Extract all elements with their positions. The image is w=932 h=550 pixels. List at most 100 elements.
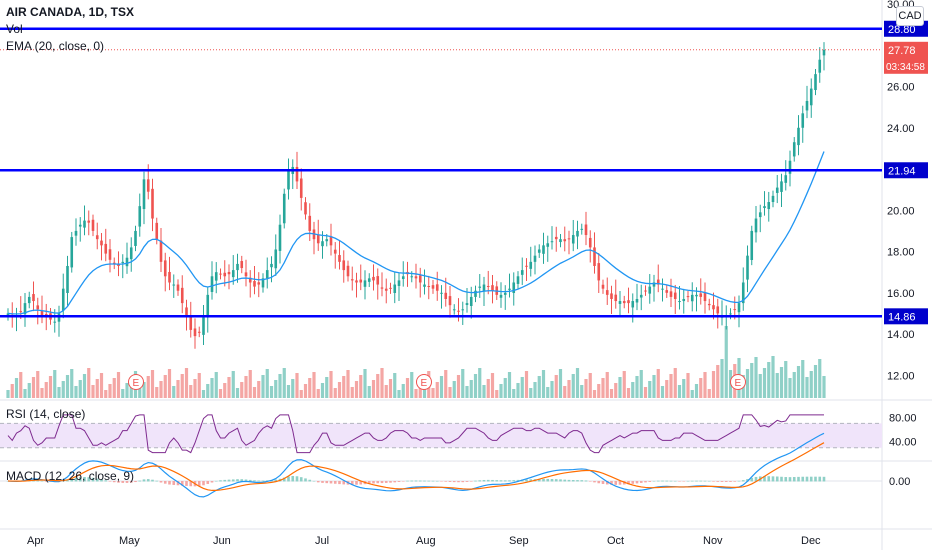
volume-bar [809,371,813,398]
volume-bar [588,373,592,398]
macd-histogram-bar [571,480,575,482]
candle-body [410,276,414,278]
macd-histogram-bar [601,481,605,484]
macd-histogram-bar [699,480,703,482]
candle-body [168,271,171,283]
macd-histogram-bar [325,481,329,484]
macd-histogram-bar [669,480,673,482]
candle-body [134,230,137,246]
volume-bar [223,383,227,398]
volume-bar [796,366,801,398]
candle-body [554,236,558,240]
volume-bar [210,378,214,398]
volume-bar [252,387,257,398]
candle-body [66,265,69,294]
candle-body [423,284,426,287]
candle-body [282,193,286,224]
candle-body [397,280,401,286]
volume-bar [112,378,116,398]
candle-body [244,272,248,277]
candle-body [32,294,35,302]
volume-bar [609,389,614,398]
candle-body [155,222,159,240]
candle-body [74,230,78,236]
volume-bar [342,376,346,398]
candle-body [359,279,363,283]
currency-button[interactable]: CAD [896,6,924,26]
volume-bar [261,375,265,398]
macd-histogram-bar [499,480,503,482]
candle-body [401,276,405,279]
candle-body [197,331,201,333]
macd-histogram-bar [639,481,643,483]
candle-body [767,202,771,210]
macd-histogram-bar [588,481,592,482]
candle-body [87,220,91,223]
candle-body [567,238,571,240]
candle-body [661,288,664,290]
volume-bar [410,372,414,398]
volume-bar [99,373,104,398]
candle-body [304,202,307,215]
macd-histogram-bar [503,480,507,482]
candle-body [325,239,329,242]
candle-body [712,305,715,310]
candle-body [112,262,116,264]
candle-body [151,188,154,219]
volume-bar [201,390,206,398]
macd-histogram-bar [724,481,728,482]
macd-histogram-bar [597,481,601,484]
volume-bar [57,387,61,398]
volume-bar [784,361,788,398]
macd-histogram-bar [197,481,201,487]
macd-histogram-bar [223,479,227,482]
countdown-label: 03:34:58 [886,62,925,73]
candle-body [788,160,792,174]
volume-bar [31,377,36,398]
macd-histogram-bar [287,476,290,482]
volume-label: Vol [6,22,23,36]
candle-body [639,294,643,298]
candle-body [180,287,184,304]
candle-body [597,263,601,281]
macd-histogram-bar [227,479,231,482]
volume-bar [27,383,31,398]
volume-bar [184,368,189,398]
candle-body [520,270,524,275]
volume-bar [316,389,320,398]
candle-body [784,175,788,183]
candle-body [499,294,503,298]
candle-body [350,279,354,281]
volume-bar [337,382,342,398]
macd-histogram-bar [261,480,265,482]
macd-histogram-bar [282,477,286,482]
candle-body [546,243,550,247]
candle-body [321,241,324,247]
macd-histogram-bar [627,481,630,485]
candle-body [193,328,197,337]
volume-bar [380,368,384,398]
macd-histogram-bar [240,479,244,482]
time-axis-label: Aug [416,535,436,547]
candle-body [627,300,630,304]
candle-body [682,298,686,302]
level-price-label: 21.94 [888,165,916,177]
macd-histogram-bar [423,480,426,482]
volume-bar [121,389,125,398]
candle-body [537,249,541,253]
macd-histogram-bar [146,479,150,482]
candle-body [435,284,439,291]
candle-body [503,292,507,295]
candle-body [678,301,681,303]
time-axis-label: May [119,535,140,547]
macd-histogram-bar [567,479,571,482]
volume-bar [53,370,57,398]
candle-body [253,281,256,287]
volume-bar [36,371,40,398]
macd-histogram-bar [304,478,307,482]
volume-bar [295,373,299,398]
volume-bar [626,388,631,398]
volume-bar [231,371,235,398]
macd-histogram-bar [142,479,146,482]
